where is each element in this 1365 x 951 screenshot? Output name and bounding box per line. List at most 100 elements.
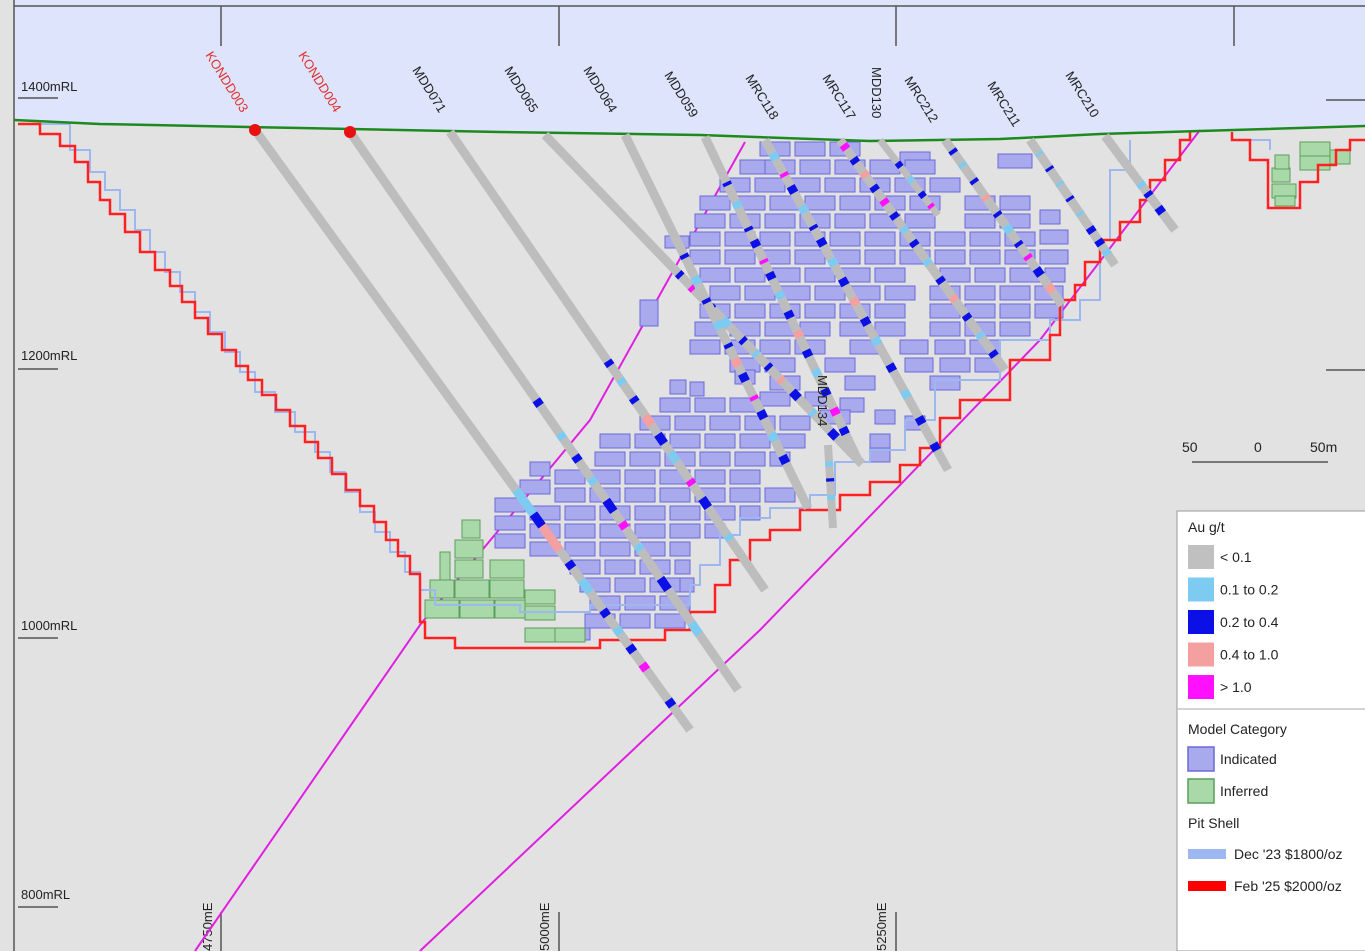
indicated-block [734,451,766,467]
assay-interval [616,376,627,387]
assay-interval [617,520,630,531]
assay-interval [641,413,656,428]
scale-bar-middle: 0 [1254,439,1262,455]
indicated-block [734,267,766,283]
assay-interval [723,341,734,350]
assay-interval [808,223,819,232]
indicated-block [934,339,966,355]
assay-interval [1032,266,1045,278]
assay-interval [1094,237,1106,248]
assay-interval [690,274,703,287]
indicated-block [904,213,936,229]
indicated-block [794,141,826,157]
assay-interval [749,394,759,402]
assay-interval [731,199,743,210]
assay-interval [756,409,769,421]
assay-interval [738,371,750,384]
assay-interval [808,408,818,418]
assay-interval [789,388,802,402]
inferred-block [489,579,525,599]
assay-interval [654,431,668,446]
indicated-block [529,461,551,477]
assay-interval [1044,164,1055,173]
indicated-block [999,303,1031,319]
indicated-block [654,613,686,629]
indicated-block [669,505,701,521]
assay-interval [1002,223,1015,236]
indicated-block [709,285,741,301]
indicated-block [839,195,871,211]
assay-interval [797,203,810,215]
indicated-block [764,487,796,503]
legend-model-label: Indicated [1220,751,1277,767]
assay-interval [603,358,615,369]
assay-interval [839,141,851,152]
indicated-block [974,267,1006,283]
assay-interval [1143,189,1154,199]
drillhole-trace [346,129,742,693]
indicated-block [759,339,791,355]
inferred-block [1274,195,1296,207]
assay-interval [674,270,685,280]
indicated-block [997,153,1033,169]
indicated-block [794,249,826,265]
assay-interval [820,387,832,398]
legend-model-swatch [1187,778,1215,804]
assay-interval [759,257,769,265]
pit-shell-feb25 [18,122,1365,650]
assay-interval [564,559,577,571]
assay-interval [961,312,973,323]
indicated-block [864,231,896,247]
indicated-block [564,505,596,521]
assay-interval [981,193,991,203]
assay-interval [776,375,786,385]
drillhole-trace [824,444,837,529]
indicated-block [874,321,906,337]
assay-interval [870,335,883,347]
indicated-block [699,451,731,467]
indicated-block [1034,303,1064,319]
assay-interval [577,577,594,595]
assay-interval [811,367,823,378]
assay-interval [765,270,777,282]
scale-bar-left: 50 [1182,439,1198,455]
assay-interval [826,256,839,268]
inferred-block [489,559,525,579]
drillhole-trace [836,137,1009,373]
indicated-block [694,469,726,485]
assay-interval [638,661,651,673]
indicated-block [899,339,929,355]
assay-interval [586,475,599,487]
indicated-block [964,285,996,301]
assay-interval [1075,209,1085,218]
assay-interval [906,175,916,185]
assay-interval [917,190,927,200]
indicated-block [779,415,811,431]
assay-interval [687,283,698,293]
pit-shell-dec23 [30,123,1271,613]
legend-pit-title: Pit Shell [1188,815,1239,831]
rl-label-1200: 1200mRL [21,348,77,363]
assay-interval [538,523,564,553]
indicated-block [594,451,626,467]
legend-au-label: 0.4 to 1.0 [1220,647,1279,663]
assay-interval [529,511,546,529]
assay-interval [1154,204,1167,216]
indicated-block [999,321,1031,337]
assay-interval [935,275,946,286]
scale-bar-right: 50m [1310,439,1337,455]
assay-interval [1065,194,1075,203]
drillhole-mdd134: MDD134 [815,375,837,529]
assay-interval [948,293,960,304]
indicated-block [824,357,856,373]
assay-interval [679,252,690,261]
assay-interval [701,297,712,305]
assay-interval [1055,179,1065,188]
legend-au-swatch [1188,545,1214,569]
indicated-block [554,487,586,503]
assay-interval [719,316,733,329]
indicated-block [764,213,796,229]
indicated-block [874,303,906,319]
indicated-block [1039,209,1061,225]
